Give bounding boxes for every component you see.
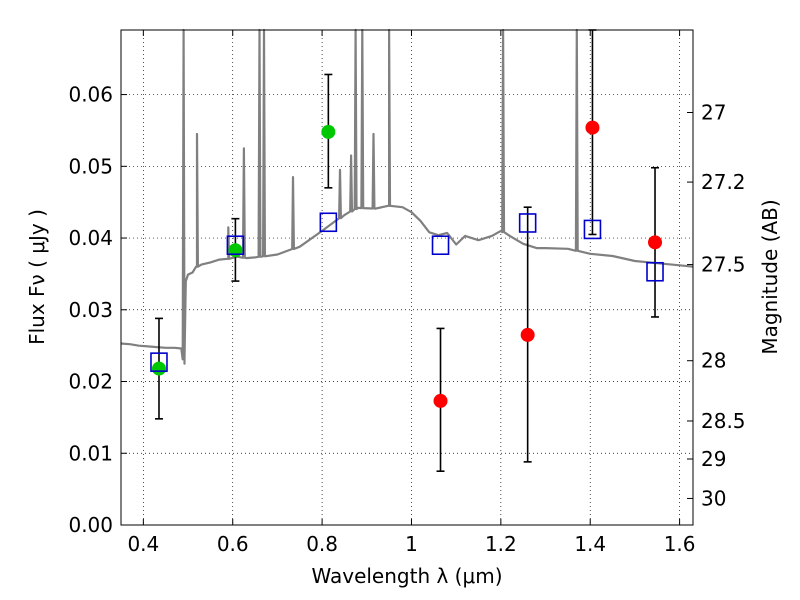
y2-tick-label: 29 [701,447,726,471]
red-detection-point [433,393,448,408]
y2-tick-label: 27.2 [701,170,746,194]
y2-tick-label: 27.5 [701,253,746,277]
y-tick-label: 0.05 [68,154,113,178]
x-axis-label: Wavelength λ (μm) [311,564,502,588]
green-detection-point [151,361,166,376]
green-detection-point [321,124,336,139]
model-square-point [518,213,537,233]
x-tick-label: 0.8 [306,532,338,556]
ticks: 0.4 0.6 0.8 1 1.2 1.4 1.6 0.00 0.01 0.02 0.03 0.04 0… [68,30,746,556]
model-square-point [226,235,245,256]
model-square-point [583,219,602,240]
model-square-point [431,235,450,256]
plot-background [121,30,693,525]
model-square-point [319,212,338,233]
red-detection-point [648,235,663,250]
x-tick-label: 1.2 [485,532,517,556]
red-detection-point [520,327,535,342]
y2-tick-label: 28.5 [701,409,746,433]
plot-frame [120,29,694,526]
y2-tick-label: 27 [701,101,726,125]
y2-axis-label: Magnitude (AB) [758,199,782,354]
y2-tick-label: 28 [701,349,726,373]
model-square-point [646,261,664,282]
x-tick-label: 0.6 [217,532,249,556]
x-tick-label: 1.4 [574,532,606,556]
x-tick-label: 1 [405,532,418,556]
y2-tick-label: 30 [701,486,726,510]
green-detection-point [228,243,243,258]
x-tick-label: 0.4 [127,532,159,556]
spectrum-line [120,28,694,365]
y-tick-label: 0.04 [68,226,113,250]
y-tick-label: 0.02 [68,370,113,394]
red-detection-point [585,120,600,135]
y-tick-label: 0.06 [68,83,113,107]
y-tick-label: 0.00 [68,513,113,537]
y-tick-label: 0.03 [68,298,113,322]
y-axis-label: Flux Fν ( μJy ) [25,209,49,345]
spectrum-line-group [120,28,694,365]
x-tick-label: 1.6 [664,532,696,556]
y-tick-label: 0.01 [68,441,113,465]
data-points [150,29,664,472]
grid [121,30,693,525]
model-square-point [150,352,168,372]
